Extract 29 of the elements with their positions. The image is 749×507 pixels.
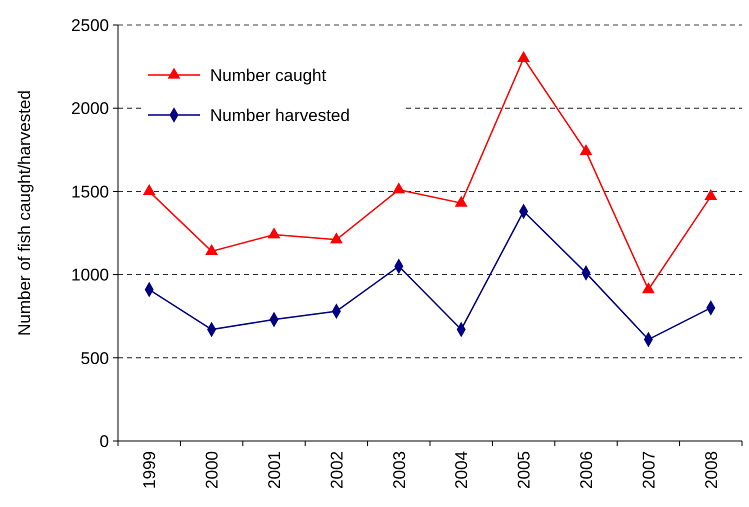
x-tick-label: 2001 <box>264 451 284 489</box>
x-tick-label: 2004 <box>452 451 472 489</box>
x-tick-label: 2000 <box>202 451 222 489</box>
point <box>142 184 156 196</box>
point <box>330 232 343 244</box>
point <box>454 196 468 207</box>
point <box>580 144 592 156</box>
point <box>704 189 718 200</box>
y-tick-label: 1000 <box>71 266 109 285</box>
legend-label: Number harvested <box>210 106 350 125</box>
y-tick-label: 1500 <box>71 182 109 202</box>
legend-label: Number caught <box>210 66 327 85</box>
point <box>642 282 655 294</box>
y-tick-label: 0 <box>100 432 109 451</box>
x-tick-label: 1999 <box>140 451 160 489</box>
y-tick-label: 2000 <box>71 99 109 118</box>
point <box>392 182 406 194</box>
x-tick-label: 2007 <box>639 451 658 489</box>
x-tick-label: 2008 <box>702 451 721 489</box>
x-tick-label: 2002 <box>327 451 346 489</box>
point <box>205 244 218 255</box>
point <box>268 227 280 238</box>
y-tick-label: 2500 <box>71 16 109 35</box>
x-tick-label: 2006 <box>576 451 596 489</box>
x-tick-label: 2003 <box>390 451 409 489</box>
y-tick-label: 500 <box>80 348 109 368</box>
point <box>517 50 530 62</box>
y-axis-title: Number of fish caught/harvested <box>15 90 34 336</box>
x-tick-label: 2005 <box>514 451 534 489</box>
